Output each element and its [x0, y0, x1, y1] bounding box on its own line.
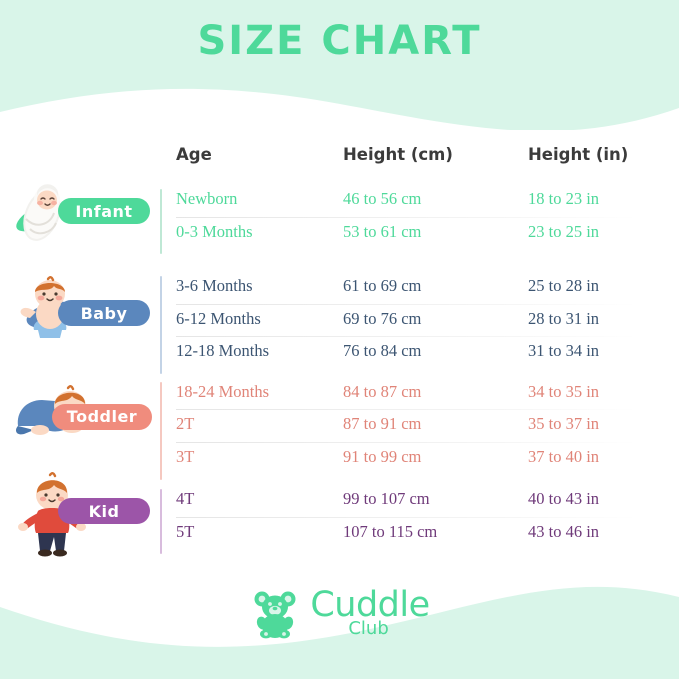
cell-height-cm: 53 to 61 cm [343, 221, 422, 241]
table-row: 3-6 Months 61 to 69 cm 25 to 28 in [0, 272, 679, 305]
cell-height-cm: 76 to 84 cm [343, 341, 422, 360]
cell-height-cm: 107 to 115 cm [343, 521, 438, 541]
cell-age: Newborn [176, 189, 238, 208]
cell-height-in: 25 to 28 in [528, 276, 600, 295]
cell-height-cm: 69 to 76 cm [343, 308, 422, 328]
cell-height-in: 37 to 40 in [528, 446, 600, 466]
badge-kid: Kid [58, 498, 150, 524]
column-header-age: Age [176, 145, 212, 164]
cell-height-in: 18 to 23 in [528, 189, 600, 208]
cell-height-in: 40 to 43 in [528, 489, 600, 508]
bottom-wave-decoration [0, 586, 679, 679]
table-row: 2T 87 to 91 cm 35 to 37 in [0, 410, 679, 443]
group-divider [160, 381, 162, 480]
cell-height-cm: 87 to 91 cm [343, 414, 422, 433]
group-toddler: Toddler 18-24 Months 84 to 87 cm 34 to 3… [0, 378, 679, 480]
row-rule [176, 303, 639, 305]
group-divider [160, 276, 162, 374]
cell-height-cm: 61 to 69 cm [343, 276, 422, 295]
badge-label: Toddler [66, 407, 138, 426]
top-wave-decoration [0, 0, 679, 130]
table-row: 5T 107 to 115 cm 43 to 46 in [0, 518, 679, 551]
cell-height-cm: 84 to 87 cm [343, 381, 422, 401]
cell-age: 3-6 Months [176, 276, 253, 295]
row-rule [176, 336, 639, 337]
cell-height-cm: 91 to 99 cm [343, 446, 422, 466]
cell-age: 5T [176, 521, 195, 541]
row-rule [176, 216, 639, 218]
cell-height-in: 23 to 25 in [528, 221, 600, 241]
row-rule [176, 516, 639, 518]
cell-age: 3T [176, 446, 195, 466]
group-baby: Baby 3-6 Months 61 to 69 cm 25 to 28 in … [0, 272, 679, 374]
cell-height-in: 43 to 46 in [528, 521, 600, 541]
group-divider [160, 189, 162, 254]
cell-age: 18-24 Months [176, 381, 270, 401]
page-title: SIZE CHART [197, 18, 482, 64]
table-row: 0-3 Months 53 to 61 cm 23 to 25 in [0, 218, 679, 251]
swaddled-baby-illustration [16, 184, 61, 241]
column-header-height-in: Height (in) [528, 145, 629, 164]
group-infant: Infant Newborn 46 to 56 cm 18 to 23 in 0… [0, 184, 679, 254]
brand-logo: Cuddle Club [0, 587, 679, 639]
standing-kid-illustration [18, 472, 86, 557]
cell-age: 4T [176, 489, 195, 508]
badge-label: Infant [75, 201, 133, 221]
size-table: Age Height (cm) Height (in) [0, 145, 679, 557]
group-divider [160, 489, 162, 554]
column-header-height-cm: Height (cm) [343, 145, 453, 164]
cell-age: 0-3 Months [176, 221, 253, 241]
table-row: 12-18 Months 76 to 84 cm 31 to 34 in [0, 337, 679, 370]
cell-age: 6-12 Months [176, 308, 261, 328]
cell-height-cm: 99 to 107 cm [343, 489, 430, 508]
table-row: Newborn 46 to 56 cm 18 to 23 in [0, 185, 679, 218]
table-row: 4T 99 to 107 cm 40 to 43 in [0, 485, 679, 518]
group-kid: Kid 4T 99 to 107 cm 40 to 43 in 5T 107 t… [0, 472, 679, 557]
cell-age: 12-18 Months [176, 341, 270, 360]
badge-baby: Baby [58, 300, 150, 326]
table-row: 18-24 Months 84 to 87 cm 34 to 35 in [0, 378, 679, 410]
cell-height-in: 31 to 34 in [528, 341, 600, 360]
cell-height-in: 35 to 37 in [528, 414, 600, 433]
logo-name-primary: Cuddle [310, 584, 430, 625]
badge-label: Kid [88, 501, 120, 521]
cell-height-in: 34 to 35 in [528, 381, 600, 401]
table-row: 6-12 Months 69 to 76 cm 28 to 31 in [0, 305, 679, 337]
cell-height-cm: 46 to 56 cm [343, 189, 422, 208]
teddy-bear-icon [254, 591, 296, 639]
badge-label: Baby [80, 303, 128, 323]
badge-toddler: Toddler [52, 403, 152, 430]
row-rule [176, 409, 639, 410]
row-rule [176, 441, 639, 443]
cell-height-in: 28 to 31 in [528, 308, 600, 328]
table-row: 3T 91 to 99 cm 37 to 40 in [0, 443, 679, 476]
badge-infant: Infant [58, 198, 150, 224]
table-header-row: Age Height (cm) Height (in) [0, 145, 679, 185]
cell-age: 2T [176, 414, 195, 433]
logo-name-secondary: Club [348, 618, 389, 640]
